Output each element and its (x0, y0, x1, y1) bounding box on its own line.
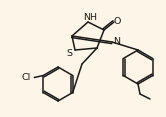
Text: NH: NH (83, 13, 97, 22)
Text: N: N (114, 37, 121, 46)
Text: S: S (66, 49, 72, 58)
Text: O: O (113, 16, 121, 26)
Text: Cl: Cl (22, 73, 31, 82)
